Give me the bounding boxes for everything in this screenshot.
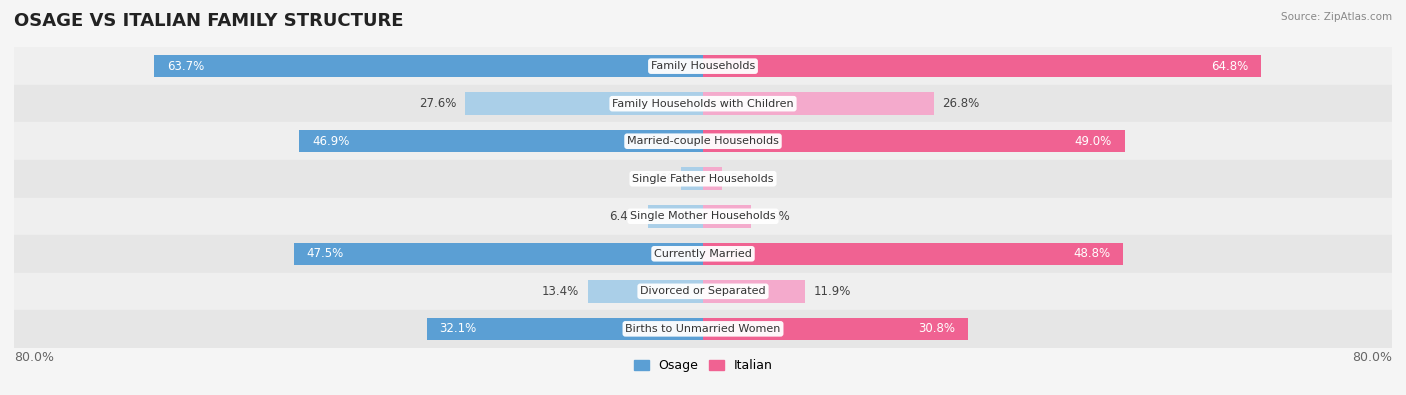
Text: 32.1%: 32.1% bbox=[440, 322, 477, 335]
Text: 26.8%: 26.8% bbox=[942, 97, 980, 110]
Text: Family Households: Family Households bbox=[651, 61, 755, 71]
Text: 2.2%: 2.2% bbox=[731, 172, 761, 185]
Bar bbox=[14, 310, 1392, 348]
Bar bbox=[155, 55, 703, 77]
Text: Source: ZipAtlas.com: Source: ZipAtlas.com bbox=[1281, 12, 1392, 22]
Bar bbox=[588, 280, 703, 303]
Bar bbox=[294, 243, 703, 265]
Bar bbox=[299, 130, 703, 152]
Bar bbox=[14, 273, 1392, 310]
Bar bbox=[465, 92, 703, 115]
Text: 6.4%: 6.4% bbox=[609, 210, 640, 223]
Text: 48.8%: 48.8% bbox=[1073, 247, 1111, 260]
Bar bbox=[703, 130, 1125, 152]
Bar bbox=[682, 167, 703, 190]
Text: Married-couple Households: Married-couple Households bbox=[627, 136, 779, 146]
Bar bbox=[426, 318, 703, 340]
Bar bbox=[14, 160, 1392, 198]
Text: 27.6%: 27.6% bbox=[419, 97, 457, 110]
Bar bbox=[14, 122, 1392, 160]
Bar bbox=[14, 47, 1392, 85]
Text: 11.9%: 11.9% bbox=[814, 285, 852, 298]
Bar bbox=[703, 167, 721, 190]
Bar bbox=[14, 235, 1392, 273]
Text: OSAGE VS ITALIAN FAMILY STRUCTURE: OSAGE VS ITALIAN FAMILY STRUCTURE bbox=[14, 12, 404, 30]
Text: 64.8%: 64.8% bbox=[1211, 60, 1249, 73]
Bar bbox=[648, 205, 703, 228]
Bar bbox=[703, 92, 934, 115]
Text: Births to Unmarried Women: Births to Unmarried Women bbox=[626, 324, 780, 334]
Text: Divorced or Separated: Divorced or Separated bbox=[640, 286, 766, 296]
Text: 63.7%: 63.7% bbox=[167, 60, 205, 73]
Text: Currently Married: Currently Married bbox=[654, 249, 752, 259]
Text: 5.6%: 5.6% bbox=[759, 210, 790, 223]
Text: 30.8%: 30.8% bbox=[918, 322, 955, 335]
Text: Single Father Households: Single Father Households bbox=[633, 174, 773, 184]
Bar bbox=[703, 243, 1123, 265]
Bar bbox=[703, 205, 751, 228]
Bar bbox=[14, 85, 1392, 122]
Text: 46.9%: 46.9% bbox=[312, 135, 350, 148]
Text: 47.5%: 47.5% bbox=[307, 247, 344, 260]
Text: Single Mother Households: Single Mother Households bbox=[630, 211, 776, 221]
Text: 80.0%: 80.0% bbox=[1353, 352, 1392, 364]
Text: 2.5%: 2.5% bbox=[643, 172, 673, 185]
Bar bbox=[14, 198, 1392, 235]
Bar bbox=[703, 280, 806, 303]
Text: 13.4%: 13.4% bbox=[541, 285, 579, 298]
Bar bbox=[703, 318, 969, 340]
Text: Family Households with Children: Family Households with Children bbox=[612, 99, 794, 109]
Legend: Osage, Italian: Osage, Italian bbox=[628, 354, 778, 377]
Text: 80.0%: 80.0% bbox=[14, 352, 53, 364]
Text: 49.0%: 49.0% bbox=[1074, 135, 1112, 148]
Bar bbox=[703, 55, 1261, 77]
